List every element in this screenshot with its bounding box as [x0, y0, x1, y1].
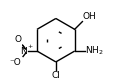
Text: OH: OH: [83, 12, 97, 21]
Text: NH$_2$: NH$_2$: [85, 45, 104, 57]
Text: Cl: Cl: [51, 71, 60, 80]
Text: ⁻O: ⁻O: [9, 58, 21, 67]
Text: O: O: [14, 35, 21, 44]
Text: +: +: [28, 44, 33, 49]
Text: N: N: [21, 47, 27, 56]
